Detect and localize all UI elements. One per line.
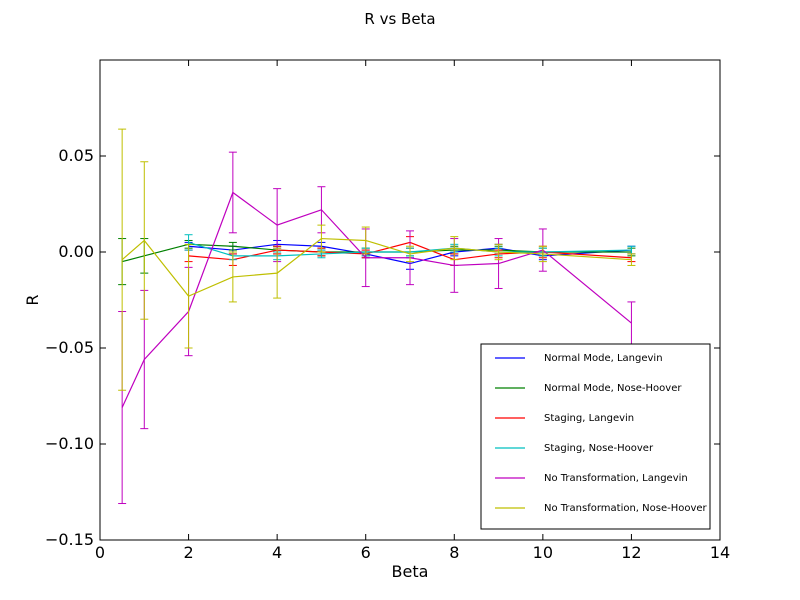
y-tick-label: −0.10 — [45, 434, 94, 453]
x-tick-label: 0 — [95, 543, 105, 562]
legend-label: Staging, Nose-Hoover — [544, 443, 654, 454]
legend: Normal Mode, Langevin Normal Mode, Nose-H… — [480, 343, 711, 530]
series-line — [121, 243, 632, 263]
x-tick-label: 2 — [183, 543, 193, 562]
legend-label: Staging, Langevin — [544, 413, 634, 424]
series-line — [121, 191, 632, 408]
y-tick-label: 0.05 — [58, 146, 94, 165]
plot-layer — [118, 128, 636, 505]
x-tick-label: 8 — [449, 543, 459, 562]
series-line — [121, 237, 632, 297]
y-axis-title: R — [23, 294, 42, 305]
x-axis-title: Beta — [392, 562, 429, 581]
x-tick-label: 12 — [621, 543, 641, 562]
plot-frame — [99, 59, 721, 541]
series-4 — [118, 151, 636, 505]
y-tick-label: −0.15 — [45, 530, 94, 549]
series-line — [188, 241, 632, 257]
legend-box — [480, 343, 711, 530]
legend-label: No Transformation, Nose-Hoover — [544, 503, 708, 514]
legend-label: Normal Mode, Nose-Hoover — [544, 383, 682, 394]
legend-label: No Transformation, Langevin — [544, 473, 688, 484]
y-tick-label: 0.00 — [58, 242, 94, 261]
x-tick-label: 10 — [533, 543, 553, 562]
x-tick-label: 4 — [272, 543, 282, 562]
chart-title: R vs Beta — [364, 10, 435, 28]
x-tick-label: 14 — [710, 543, 730, 562]
tick-layer: 0 2 4 6 8 10 12 14 0.05 0.00 −0.05 −0.10 −0.15 — [45, 60, 730, 562]
legend-label: Normal Mode, Langevin — [544, 353, 663, 364]
series-5 — [118, 128, 636, 391]
x-tick-label: 6 — [361, 543, 371, 562]
y-tick-label: −0.05 — [45, 338, 94, 357]
